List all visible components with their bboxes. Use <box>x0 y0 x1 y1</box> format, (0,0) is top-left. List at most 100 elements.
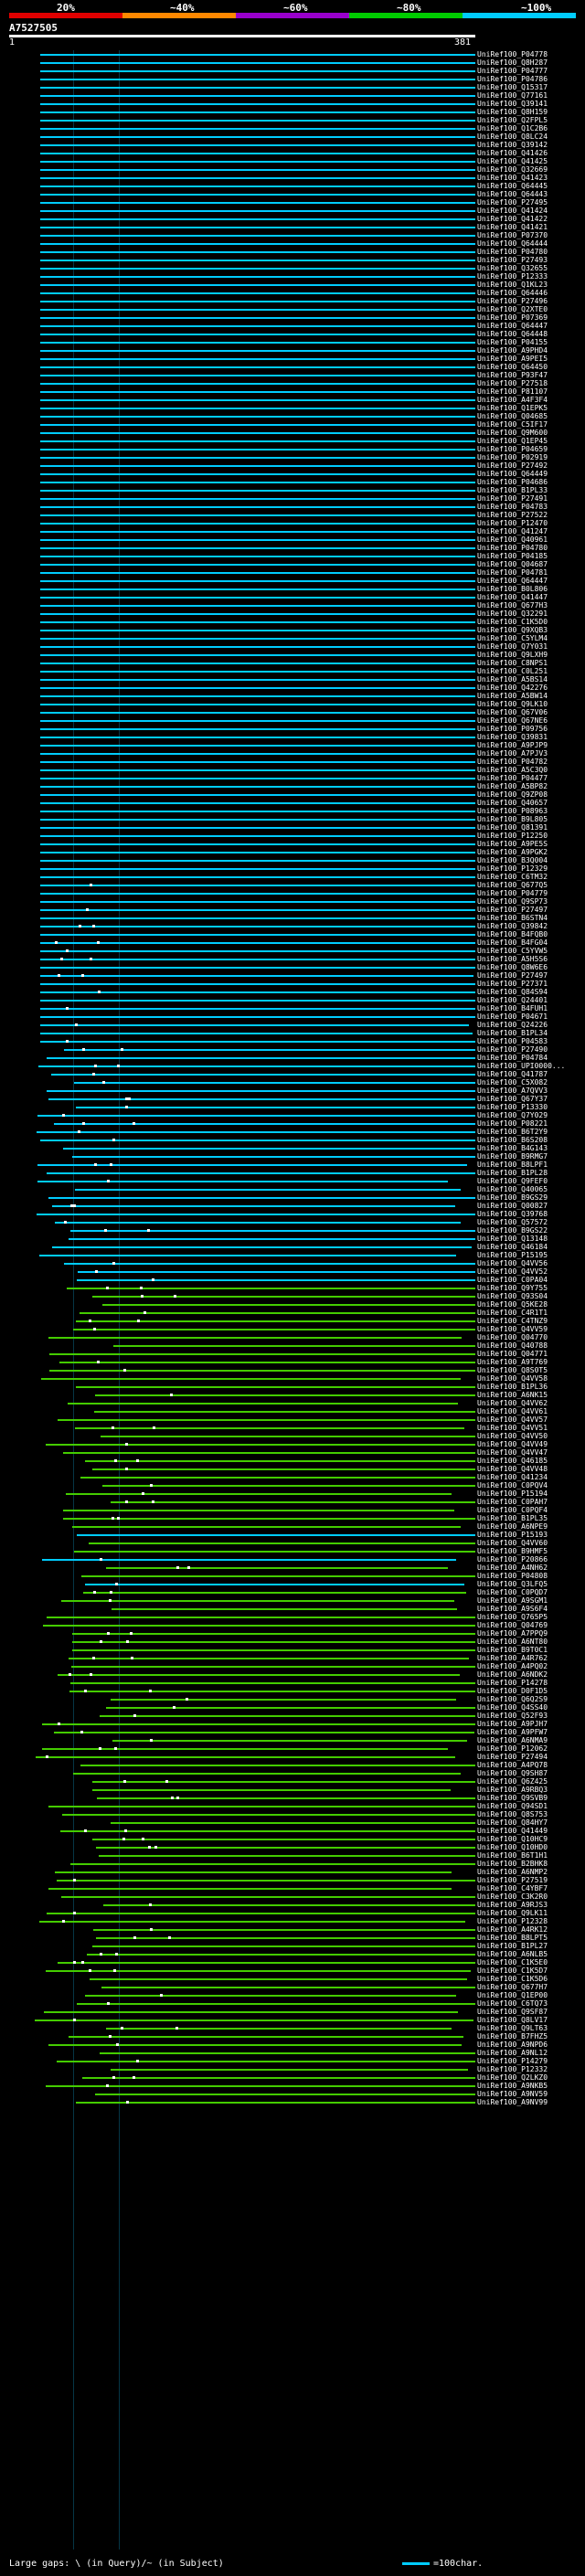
hit-row[interactable]: UniRef100_C0PQF4 <box>0 1506 585 1514</box>
hit-row[interactable]: UniRef100_Q3LFQ5 <box>0 1580 585 1588</box>
hit-label[interactable]: UniRef100_P27497 <box>477 906 548 914</box>
hit-label[interactable]: UniRef100_P09756 <box>477 725 548 733</box>
hit-row[interactable]: UniRef100_Q41423 <box>0 174 585 182</box>
hit-label[interactable]: UniRef100_B9T0C1 <box>477 1646 548 1654</box>
hit-row[interactable]: UniRef100_Q4VV61 <box>0 1407 585 1415</box>
hit-row[interactable]: UniRef100_Q4SS40 <box>0 1703 585 1712</box>
hit-label[interactable]: UniRef100_P12062 <box>477 1744 548 1753</box>
hit-row[interactable]: UniRef100_Q13148 <box>0 1235 585 1243</box>
hit-row[interactable]: UniRef100_Q64445 <box>0 182 585 190</box>
hit-label[interactable]: UniRef100_Q77161 <box>477 91 548 100</box>
hit-label[interactable]: UniRef100_Q04685 <box>477 412 548 420</box>
hit-row[interactable]: UniRef100_P27495 <box>0 198 585 207</box>
hit-row[interactable]: UniRef100_Q677Q5 <box>0 881 585 889</box>
hit-row[interactable]: UniRef100_B1PL33 <box>0 486 585 494</box>
hit-label[interactable]: UniRef100_B4FG04 <box>477 938 548 947</box>
hit-label[interactable]: UniRef100_Q64443 <box>477 190 548 198</box>
hit-row[interactable]: UniRef100_Q41421 <box>0 223 585 231</box>
hit-row[interactable]: UniRef100_P04671 <box>0 1012 585 1021</box>
hit-label[interactable]: UniRef100_Q64447 <box>477 577 548 585</box>
hit-label[interactable]: UniRef100_B4G143 <box>477 1144 548 1152</box>
hit-row[interactable]: UniRef100_P12332 <box>0 2065 585 2073</box>
hit-label[interactable]: UniRef100_A6NLB5 <box>477 1950 548 1958</box>
hit-row[interactable]: UniRef100_Q9SF87 <box>0 2008 585 2016</box>
hit-row[interactable]: UniRef100_P27522 <box>0 511 585 519</box>
hit-row[interactable]: UniRef100_Q677H7 <box>0 1983 585 1991</box>
hit-label[interactable]: UniRef100_A4NH62 <box>477 1564 548 1572</box>
hit-label[interactable]: UniRef100_Q39768 <box>477 1210 548 1218</box>
hit-row[interactable]: UniRef100_A9PEI5 <box>0 355 585 363</box>
hit-label[interactable]: UniRef100_A7QVV3 <box>477 1087 548 1095</box>
hit-label[interactable]: UniRef100_P04782 <box>477 758 548 766</box>
hit-label[interactable]: UniRef100_C5X082 <box>477 1078 548 1087</box>
hit-row[interactable]: UniRef100_P14279 <box>0 2057 585 2065</box>
hit-row[interactable]: UniRef100_P27491 <box>0 494 585 503</box>
hit-label[interactable]: UniRef100_C0PQF4 <box>477 1506 548 1514</box>
hit-label[interactable]: UniRef100_Q2LKZ0 <box>477 2073 548 2082</box>
hit-row[interactable]: UniRef100_Q67Y37 <box>0 1095 585 1103</box>
hit-row[interactable]: UniRef100_Q677H3 <box>0 601 585 610</box>
hit-row[interactable]: UniRef100_A4F3F4 <box>0 396 585 404</box>
hit-row[interactable]: UniRef100_P27493 <box>0 256 585 264</box>
hit-row[interactable]: UniRef100_P27492 <box>0 461 585 470</box>
hit-label[interactable]: UniRef100_P14279 <box>477 2057 548 2065</box>
hit-label[interactable]: UniRef100_Q64445 <box>477 182 548 190</box>
hit-row[interactable]: UniRef100_P15193 <box>0 1531 585 1539</box>
hit-row[interactable]: UniRef100_C0L251 <box>0 667 585 675</box>
hit-row[interactable]: UniRef100_Q2FPL5 <box>0 116 585 124</box>
hit-row[interactable]: UniRef100_B9T0C1 <box>0 1646 585 1654</box>
hit-row[interactable]: UniRef100_A5BW14 <box>0 692 585 700</box>
hit-label[interactable]: UniRef100_A9PJP9 <box>477 741 548 749</box>
hit-row[interactable]: UniRef100_P04781 <box>0 568 585 577</box>
hit-label[interactable]: UniRef100_Q4VV48 <box>477 1465 548 1473</box>
hit-row[interactable]: UniRef100_B6STN4 <box>0 914 585 922</box>
hit-label[interactable]: UniRef100_Q41422 <box>477 215 548 223</box>
hit-row[interactable]: UniRef100_Q41422 <box>0 215 585 223</box>
hit-row[interactable]: UniRef100_C0PQV4 <box>0 1481 585 1489</box>
hit-label[interactable]: UniRef100_P27495 <box>477 198 548 207</box>
hit-row[interactable]: UniRef100_C1K5E0 <box>0 1958 585 1966</box>
hit-label[interactable]: UniRef100_B9GS22 <box>477 1226 548 1235</box>
hit-row[interactable]: UniRef100_B1PL35 <box>0 1514 585 1522</box>
hit-row[interactable]: UniRef100_A9NL12 <box>0 2049 585 2057</box>
hit-label[interactable]: UniRef100_A9PE5S <box>477 840 548 848</box>
hit-row[interactable]: UniRef100_P04782 <box>0 758 585 766</box>
hit-label[interactable]: UniRef100_Q41423 <box>477 174 548 182</box>
hit-label[interactable]: UniRef100_C1K5D7 <box>477 1966 548 1975</box>
hit-row[interactable]: UniRef100_Q41424 <box>0 207 585 215</box>
hit-row[interactable]: UniRef100_P27519 <box>0 1876 585 1884</box>
hit-label[interactable]: UniRef100_A5BS14 <box>477 675 548 684</box>
hit-row[interactable]: UniRef100_Q7Y031 <box>0 642 585 651</box>
hit-row[interactable]: UniRef100_Q9Y755 <box>0 1284 585 1292</box>
hit-label[interactable]: UniRef100_P04777 <box>477 67 548 75</box>
hit-row[interactable]: UniRef100_Q1EP45 <box>0 437 585 445</box>
hit-label[interactable]: UniRef100_A9NV59 <box>477 2090 548 2098</box>
hit-label[interactable]: UniRef100_Q41234 <box>477 1473 548 1481</box>
hit-row[interactable]: UniRef100_Q64450 <box>0 363 585 371</box>
hit-label[interactable]: UniRef100_Q64449 <box>477 470 548 478</box>
hit-row[interactable]: UniRef100_Q2LKZ0 <box>0 2073 585 2082</box>
hit-row[interactable]: UniRef100_C4TNZ9 <box>0 1317 585 1325</box>
hit-row[interactable]: UniRef100_Q8H287 <box>0 58 585 67</box>
hit-row[interactable]: UniRef100_C3K2R0 <box>0 1892 585 1901</box>
hit-row[interactable]: UniRef100_P04784 <box>0 1054 585 1062</box>
hit-row[interactable]: UniRef100_A4NH62 <box>0 1564 585 1572</box>
hit-row[interactable]: UniRef100_Q32669 <box>0 165 585 174</box>
hit-row[interactable]: UniRef100_Q4VV50 <box>0 1432 585 1440</box>
hit-label[interactable]: UniRef100_A5C3Q0 <box>477 766 548 774</box>
hit-row[interactable]: UniRef100_B7FHZ5 <box>0 2032 585 2041</box>
hit-label[interactable]: UniRef100_C5YLM4 <box>477 634 548 642</box>
hit-label[interactable]: UniRef100_Q10HC9 <box>477 1835 548 1843</box>
hit-row[interactable]: UniRef100_P20866 <box>0 1555 585 1564</box>
hit-label[interactable]: UniRef100_A4RK12 <box>477 1925 548 1934</box>
hit-label[interactable]: UniRef100_P20866 <box>477 1555 548 1564</box>
hit-row[interactable]: UniRef100_P12470 <box>0 519 585 527</box>
hit-label[interactable]: UniRef100_P07370 <box>477 231 548 239</box>
hit-label[interactable]: UniRef100_A9PFW7 <box>477 1728 548 1736</box>
hit-label[interactable]: UniRef100_Q41425 <box>477 157 548 165</box>
hit-label[interactable]: UniRef100_P27518 <box>477 379 548 387</box>
hit-row[interactable]: UniRef100_P04583 <box>0 1037 585 1045</box>
hit-label[interactable]: UniRef100_Q32291 <box>477 610 548 618</box>
hit-row[interactable]: UniRef100_Q4VV60 <box>0 1539 585 1547</box>
hit-label[interactable]: UniRef100_C0PAH7 <box>477 1498 548 1506</box>
